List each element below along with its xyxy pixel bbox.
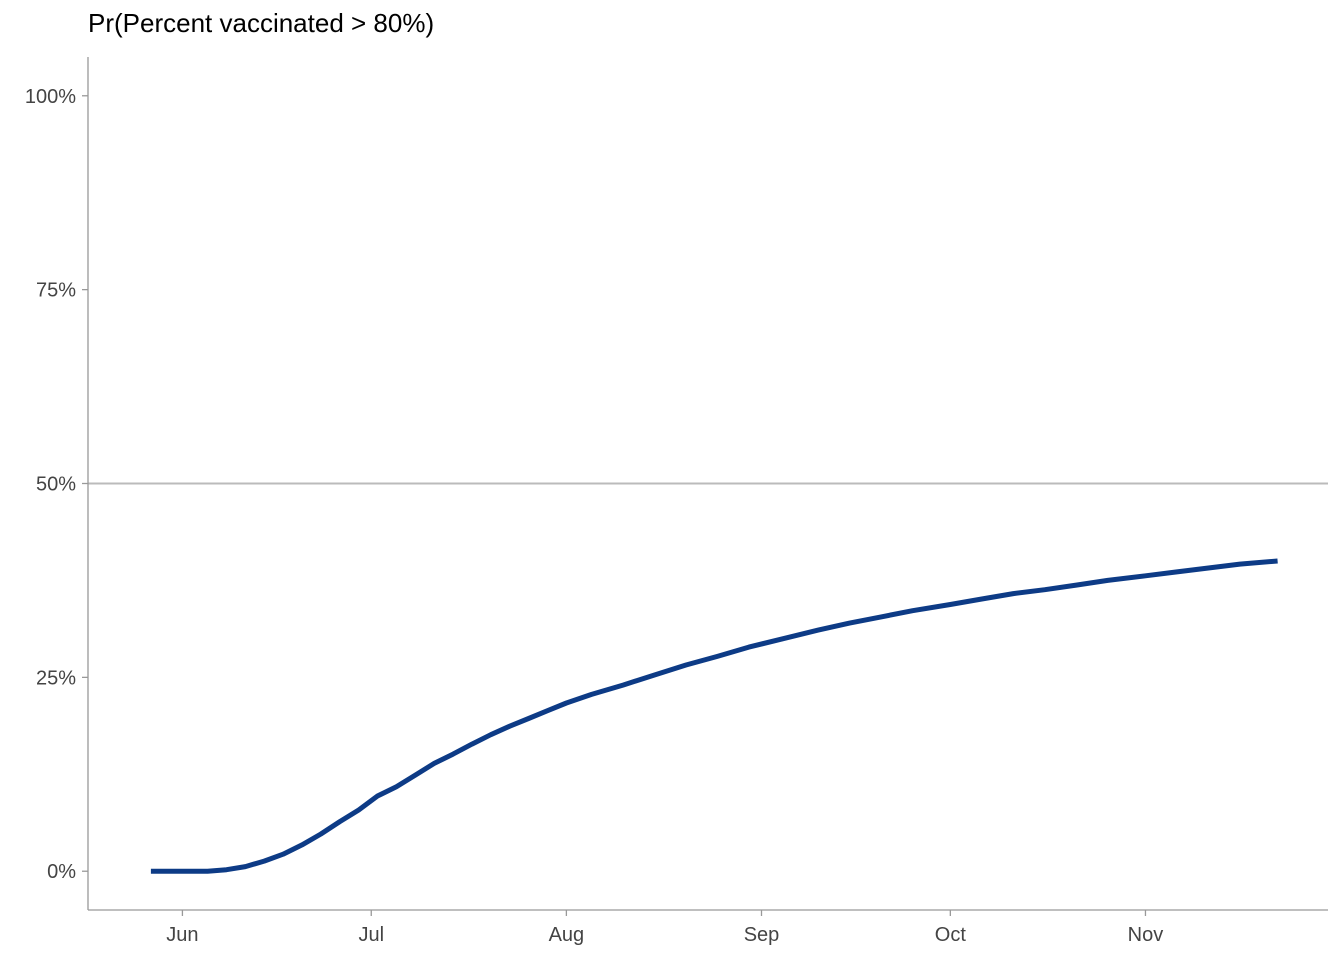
x-tick-label: Jun <box>166 924 198 946</box>
x-tick-label: Nov <box>1128 924 1164 946</box>
x-tick-label: Jul <box>358 924 384 946</box>
x-tick-label: Oct <box>935 924 967 946</box>
x-tick-label: Sep <box>744 924 780 946</box>
y-tick-label: 100% <box>25 86 76 108</box>
y-tick-label: 0% <box>47 861 76 883</box>
y-tick-label: 25% <box>36 667 76 689</box>
x-tick-label: Aug <box>549 924 585 946</box>
chart-title: Pr(Percent vaccinated > 80%) <box>88 8 435 38</box>
series-line <box>150 558 1278 874</box>
y-tick-label: 75% <box>36 280 76 302</box>
y-tick-label: 50% <box>36 474 76 496</box>
